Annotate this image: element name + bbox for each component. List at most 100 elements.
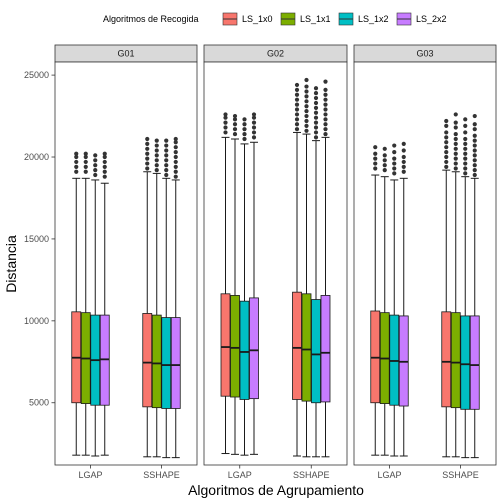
outlier-point — [154, 163, 159, 168]
outlier-point — [304, 118, 309, 124]
outlier-point — [173, 136, 178, 142]
outlier-point — [251, 125, 257, 130]
outlier-point — [74, 169, 79, 174]
outlier-point — [251, 130, 257, 135]
box-ls-1x1 — [301, 77, 312, 458]
box-ls-1x1 — [230, 113, 240, 455]
box-ls-1x1 — [80, 151, 91, 456]
x-tick-label: LGAP — [228, 470, 252, 480]
outlier-point — [154, 153, 159, 158]
outlier-point — [294, 122, 300, 127]
outlier-point — [472, 133, 477, 138]
outlier-point — [102, 151, 107, 156]
outlier-point — [323, 92, 328, 97]
outlier-point — [173, 154, 178, 160]
outlier-point — [304, 89, 309, 94]
outlier-point — [154, 138, 159, 143]
outlier-point — [232, 127, 238, 132]
box-iqr — [320, 295, 331, 403]
outlier-point — [323, 107, 328, 112]
x-tick-label: SSHAPE — [143, 470, 180, 480]
outlier-point — [382, 158, 387, 163]
facet-strip-label: G01 — [117, 49, 134, 59]
y-axis-title: Distancia — [3, 235, 19, 293]
outlier-point — [401, 164, 406, 169]
box-ls-2x2 — [320, 79, 331, 458]
box-iqr — [450, 312, 461, 409]
outlier-point — [251, 120, 257, 125]
box-iqr — [460, 315, 471, 410]
outlier-point — [251, 135, 257, 140]
outlier-point — [154, 143, 159, 148]
outlier-point — [323, 131, 328, 137]
box-ls-1x2 — [90, 153, 101, 457]
box-iqr — [230, 295, 240, 398]
facet-panels: G01 LGAP SSHAPE G02 LGAP SSHAPE G03 LGAP SSHAPE — [54, 44, 497, 480]
outlier-point — [145, 141, 150, 147]
outlier-point — [444, 118, 449, 124]
outlier-point — [463, 151, 468, 156]
outlier-point — [294, 92, 300, 97]
box-iqr — [142, 313, 153, 408]
outlier-point — [173, 145, 178, 150]
outlier-point — [102, 174, 107, 179]
outlier-point — [232, 113, 238, 119]
outlier-point — [472, 158, 477, 163]
outlier-point — [313, 125, 319, 130]
outlier-point — [392, 143, 397, 148]
box-ls-1x2 — [239, 117, 250, 456]
outlier-point — [453, 136, 458, 142]
outlier-point — [463, 161, 468, 166]
box-group-sshape: SSHAPE — [142, 136, 181, 480]
legend-entry-ls-1x1: LS_1x1 — [280, 12, 331, 26]
outlier-point — [313, 135, 319, 140]
outlier-point — [472, 143, 477, 148]
box-ls-1x0 — [292, 82, 302, 457]
outlier-point — [472, 163, 477, 168]
box-group-sshape: SSHAPE — [441, 112, 480, 480]
outlier-point — [251, 112, 257, 117]
outlier-point — [453, 112, 458, 117]
outlier-point — [453, 161, 458, 166]
outlier-point — [453, 156, 458, 161]
outlier-point — [323, 87, 328, 92]
outlier-point — [223, 115, 228, 120]
outlier-point — [373, 151, 378, 156]
legend-label: LS_1x2 — [358, 14, 389, 24]
y-tick-label: 20000 — [24, 152, 49, 162]
facet-strip-label: G02 — [267, 49, 284, 59]
outlier-point — [392, 150, 397, 155]
outlier-point — [444, 159, 449, 165]
box-iqr — [151, 314, 162, 409]
outlier-point — [304, 84, 309, 89]
outlier-point — [463, 130, 468, 135]
x-axis-title: Algoritmos de Agrupamiento — [188, 482, 364, 498]
outlier-point — [444, 123, 449, 128]
box-iqr — [469, 315, 480, 410]
outlier-point — [463, 141, 468, 147]
outlier-point — [304, 123, 309, 128]
outlier-point — [304, 99, 309, 104]
box-iqr — [301, 293, 312, 402]
x-tick-label: LGAP — [377, 470, 401, 480]
outlier-point — [401, 141, 406, 147]
outlier-point — [294, 127, 300, 132]
outlier-point — [463, 166, 468, 171]
x-tick-label: SSHAPE — [442, 470, 479, 480]
outlier-point — [164, 172, 169, 178]
outlier-point — [173, 159, 178, 165]
outlier-point — [102, 159, 107, 165]
outlier-point — [453, 146, 458, 151]
outlier-point — [242, 127, 247, 132]
panel-border — [353, 61, 497, 466]
box-ls-1x2 — [161, 138, 172, 459]
outlier-point — [463, 171, 468, 176]
outlier-point — [392, 171, 397, 176]
outlier-point — [382, 146, 387, 151]
outlier-point — [145, 161, 150, 166]
outlier-point — [294, 97, 300, 102]
outlier-point — [373, 161, 378, 166]
outlier-point — [323, 127, 328, 132]
legend: Algoritmos de Recogida LS_1x0 LS_1x1 LS_1x… — [103, 12, 447, 26]
outlier-point — [251, 115, 257, 120]
